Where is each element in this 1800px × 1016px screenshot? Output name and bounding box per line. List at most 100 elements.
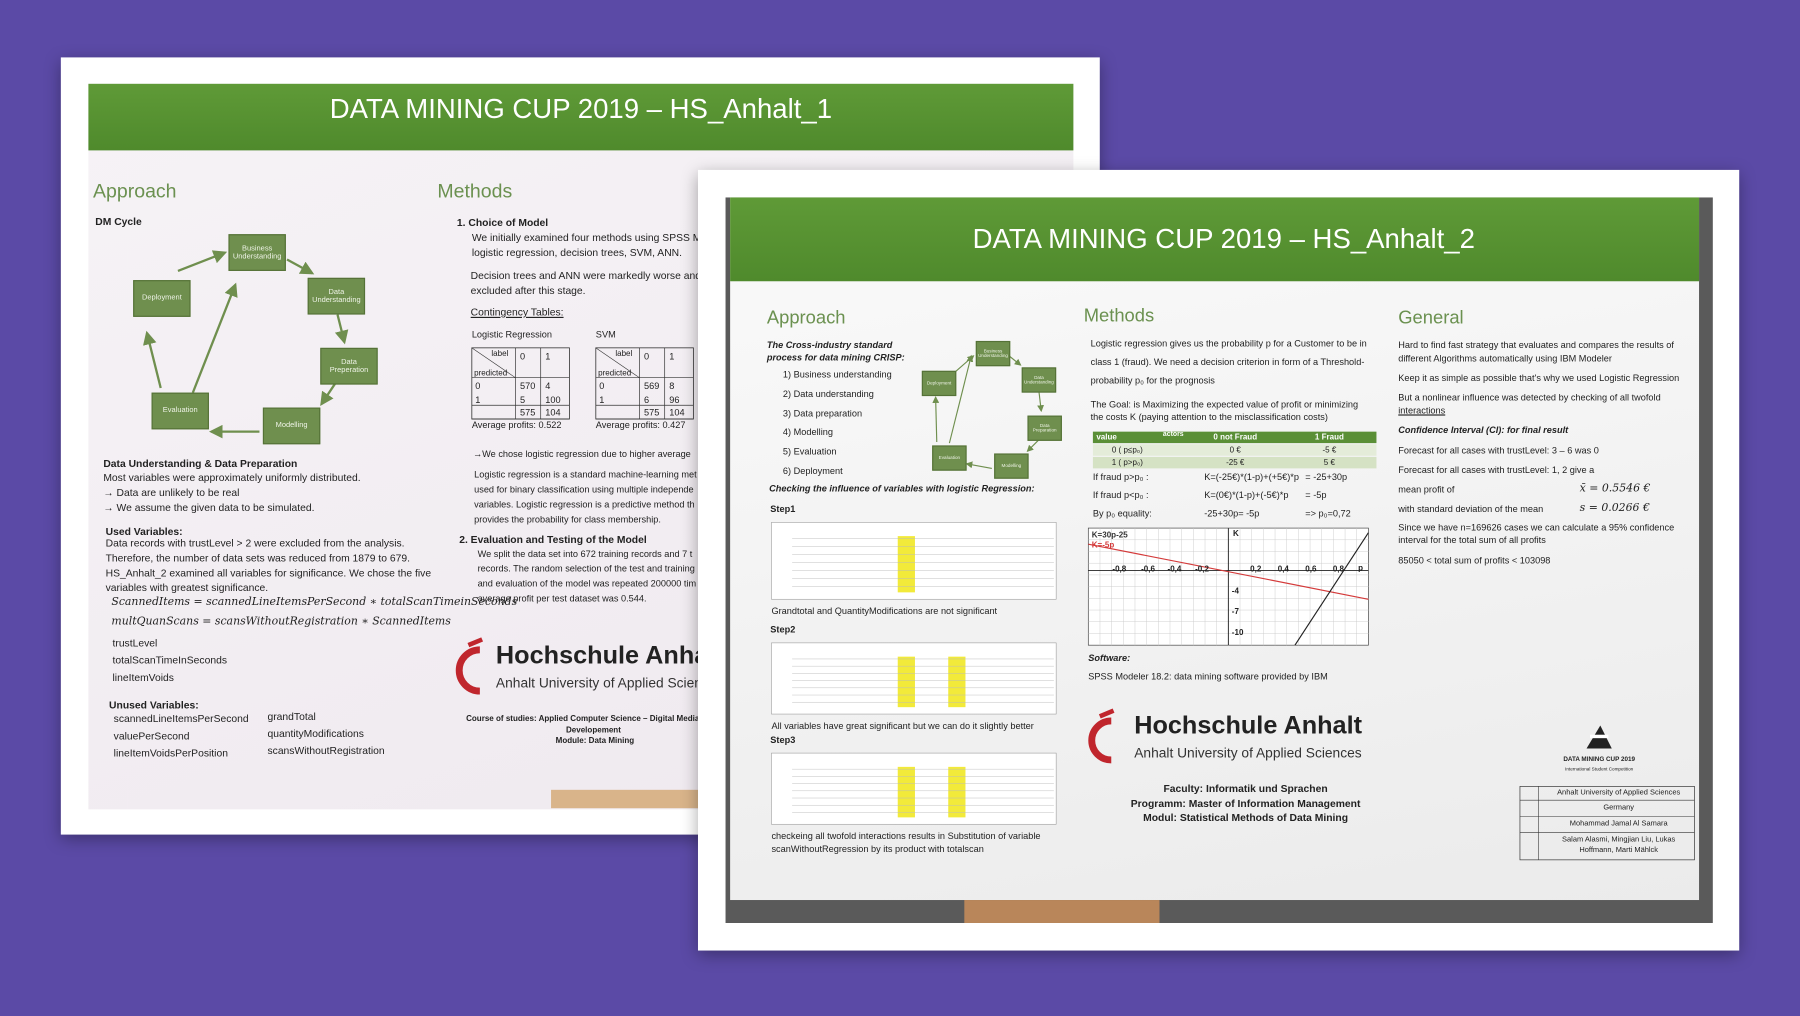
text-line: the costs K (paying attention to the mis… (1090, 412, 1328, 423)
x-tick-label: 0,8 (1332, 565, 1345, 574)
variable: scansWithoutRegistration (267, 745, 385, 757)
formula: ScannedItems = scannedLineItemsPerSecond… (111, 595, 518, 609)
table-corner: predicted (598, 369, 632, 378)
logo-subtitle: Anhalt University of Applied Sciences (495, 675, 724, 692)
cycle-node: Deployment (921, 370, 957, 397)
step-label: Step1 (770, 503, 796, 515)
plot-line (1294, 532, 1369, 646)
table-cell: 575 (520, 407, 536, 418)
variable: scannedLineItemsPerSecond (113, 712, 249, 725)
text-line: variables with greatest significance. (105, 582, 269, 594)
variable: totalScanTimeInSeconds (112, 654, 227, 666)
formula: s = 0.0266 € (1579, 501, 1650, 515)
equation: If fraud p<p₀ : (1092, 490, 1149, 501)
text-line: The Goal: is Maximizing the expected val… (1090, 399, 1359, 410)
dmc-subtitle: International Student Competition (1565, 765, 1634, 772)
text-line: Forecast for all cases with trustLevel: … (1398, 464, 1595, 476)
axis-name: K (1232, 530, 1239, 539)
cost-table-row (1092, 456, 1377, 469)
cycle-arrow (334, 314, 349, 345)
logo-mark (467, 637, 484, 648)
table-cell: 0 € (1229, 446, 1241, 455)
cycle-node: Modelling (994, 453, 1029, 479)
text-line: variables. Logistic regression is a pred… (474, 499, 695, 510)
cycle-arrow (320, 382, 337, 407)
table-header: 0 (644, 351, 650, 362)
y-tick-label: -10 (1231, 629, 1244, 638)
text-line: Most variables were approximately unifor… (103, 471, 361, 484)
y-tick-label: -4 (1231, 587, 1239, 596)
course-line: Developement (565, 726, 621, 735)
variable: valuePerSecond (113, 730, 190, 742)
info-line: Salam Alasmi, Mingjian Liu, Lukas (1562, 835, 1676, 844)
table-cell: -5 € (1322, 446, 1337, 455)
equation: K=(-25€)*(1-p)+(+5€)*p (1204, 471, 1299, 483)
faculty-line: Programm: Master of Information Manageme… (1130, 797, 1361, 809)
table-header: 1 Fraud (1314, 433, 1344, 442)
cycle-arrow (965, 461, 992, 469)
text-line: Logistic regression is a standard machin… (474, 469, 697, 480)
equation: = -5p (1305, 490, 1327, 501)
plot-label: K=30p-25 (1091, 531, 1128, 540)
list-item: 4) Modelling (782, 427, 833, 438)
subheading: Checking the influence of variables with… (769, 483, 1035, 494)
text-line: We split the data set into 672 training … (477, 548, 693, 560)
cycle-node: Evaluation (932, 445, 967, 471)
text-line: Logistic regression gives us the probabi… (1090, 338, 1367, 349)
average-profit: Average profits: 0.522 (471, 420, 562, 431)
text-line: Hard to find fast strategy that evaluate… (1398, 339, 1674, 351)
info-line: Anhalt University of Applied Sciences (1557, 788, 1681, 797)
step-note: scanWithoutRegression by its product wit… (771, 843, 984, 855)
table-cell: 100 (545, 394, 561, 406)
poster-header (88, 83, 1074, 151)
text-line: → We assume the given data to be simulat… (103, 501, 315, 514)
subheading: Software: (1088, 653, 1131, 664)
text-line: →We chose logistic regression due to hig… (472, 448, 691, 460)
text-line: interactions (1398, 405, 1446, 416)
text-line: different Algorithms automatically using… (1398, 353, 1612, 364)
section-heading: General (1398, 308, 1464, 329)
cycle-arrow (191, 282, 238, 394)
table-diagonal (471, 347, 516, 378)
text-line: HS_Anhalt_2 examined all variables for s… (105, 567, 432, 579)
equation: => p₀=0,72 (1305, 508, 1351, 519)
table-name: SVM (595, 329, 616, 340)
text-line: provides the probability for class membe… (474, 514, 661, 525)
poster-header (730, 197, 1700, 282)
variable: lineItemVoids (112, 671, 174, 684)
list-item: 1) Business understanding (782, 369, 892, 380)
step-note: All variables have great significant but… (771, 720, 1034, 732)
table-cell: 5 € (1323, 459, 1335, 468)
text-line: But a nonlinear influence was detected b… (1398, 392, 1661, 403)
table-cell: 1 (475, 394, 481, 406)
text-line: logistic regression, decision trees, SVM… (471, 246, 683, 259)
text-line: process for data mining CRISP: (766, 352, 905, 363)
easel (964, 900, 1160, 923)
table-cell: 6 (644, 394, 650, 406)
step-label: Step2 (770, 624, 796, 635)
dmc-name: DATA MINING CUP 2019 (1563, 756, 1636, 764)
step-note: Grandtotal and QuantityModifications are… (771, 606, 998, 617)
highlight (948, 656, 966, 708)
step-note: checkeing all twofold interactions resul… (771, 831, 1041, 842)
info-line: Mohammad Jamal Al Samara (1569, 819, 1668, 828)
y-tick-label: -7 (1231, 608, 1239, 617)
text-line: with standard deviation of the mean (1398, 503, 1544, 515)
variable: trustLevel (112, 637, 158, 649)
table-cell: 569 (644, 381, 660, 392)
poster-title: DATA MINING CUP 2019 – HS_Anhalt_1 (329, 94, 833, 126)
section-heading: Methods (437, 180, 513, 203)
faculty-line: Modul: Statistical Methods of Data Minin… (1143, 811, 1349, 824)
table-header: 0 (520, 351, 526, 362)
table-corner: label (491, 350, 509, 359)
step-label: Step3 (770, 734, 796, 746)
table-diagonal (595, 347, 640, 378)
logo-name: Hochschule Anhalt (1134, 710, 1363, 740)
cycle-node: Data Understanding (307, 277, 366, 315)
table-corner: actors (1162, 431, 1184, 439)
section-heading: Methods (1083, 306, 1155, 327)
table-cell: 0 ( p≤p₀) (1111, 446, 1143, 455)
